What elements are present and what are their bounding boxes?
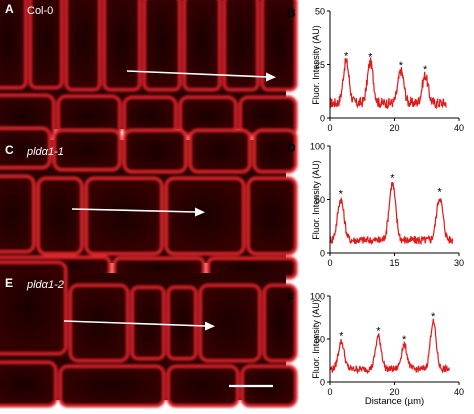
peak-marker: * [399, 60, 404, 72]
profile-chart-f: * * * * 0 50 100 0 20 40 Fluor. Intensity (AU) Dist… [310, 292, 464, 408]
y-tick-label: 0 [320, 249, 325, 259]
y-tick-label: 0 [320, 378, 325, 388]
x-tick-label: 0 [327, 258, 332, 268]
y-tick-label: 100 [310, 292, 325, 302]
y-tick-label: 50 [315, 335, 325, 345]
y-axis-label: Fluor. Intensity (AU) [311, 299, 321, 379]
profile-line [329, 57, 447, 110]
micrograph-panel-e [0, 260, 298, 408]
profile-chart-d: * * * 0 50 100 0 15 30 Fluor. Intensity (AU) [310, 142, 464, 269]
panel-letter-a: A [5, 2, 14, 16]
profile-chart-b: * * * * 0 25 50 0 20 40 Fluor. Intensity (AU) [311, 7, 464, 134]
panel-letter-f: F [287, 291, 294, 305]
panel-letter-b: B [287, 6, 296, 20]
x-tick-label: 40 [454, 123, 464, 133]
peak-marker: * [339, 189, 344, 201]
y-tick-label: 50 [315, 195, 325, 205]
peak-marker: * [438, 186, 443, 198]
x-tick-label: 30 [454, 258, 464, 268]
peak-marker: * [423, 64, 428, 76]
y-axis-label: Fluor. Intensity (AU) [311, 160, 321, 240]
peak-marker: * [431, 311, 436, 323]
y-axis-label: Fluor. Intensity (AU) [311, 25, 321, 105]
micrograph-panel-c [0, 126, 298, 280]
x-axis-label: Distance (µm) [365, 396, 424, 407]
x-tick-label: 0 [327, 123, 332, 133]
peak-marker: * [339, 331, 344, 343]
peak-marker: * [376, 325, 381, 337]
panel-letter-d: D [287, 141, 296, 155]
x-tick-label: 20 [389, 123, 399, 133]
profile-line [329, 181, 454, 246]
y-tick-label: 100 [310, 142, 325, 152]
peak-marker: * [344, 50, 349, 62]
panel-image-label-e: pldα1-2 [26, 279, 64, 291]
peak-marker: * [368, 51, 373, 63]
x-tick-label: 40 [454, 387, 464, 397]
panel-letter-c: C [5, 143, 14, 157]
y-tick-label: 0 [320, 114, 325, 124]
panel-letter-e: E [5, 276, 13, 290]
x-tick-label: 15 [389, 258, 399, 268]
y-tick-label: 50 [315, 7, 325, 17]
y-tick-label: 25 [315, 60, 325, 70]
peak-marker: * [402, 334, 407, 346]
profile-line [329, 318, 450, 375]
panel-image-label-a: Col-0 [27, 5, 53, 17]
peak-marker: * [390, 172, 395, 184]
micrograph-panel-a [0, 0, 298, 141]
x-tick-label: 20 [389, 387, 399, 397]
x-tick-label: 0 [327, 387, 332, 397]
panel-image-label-c: pldα1-1 [26, 146, 64, 158]
